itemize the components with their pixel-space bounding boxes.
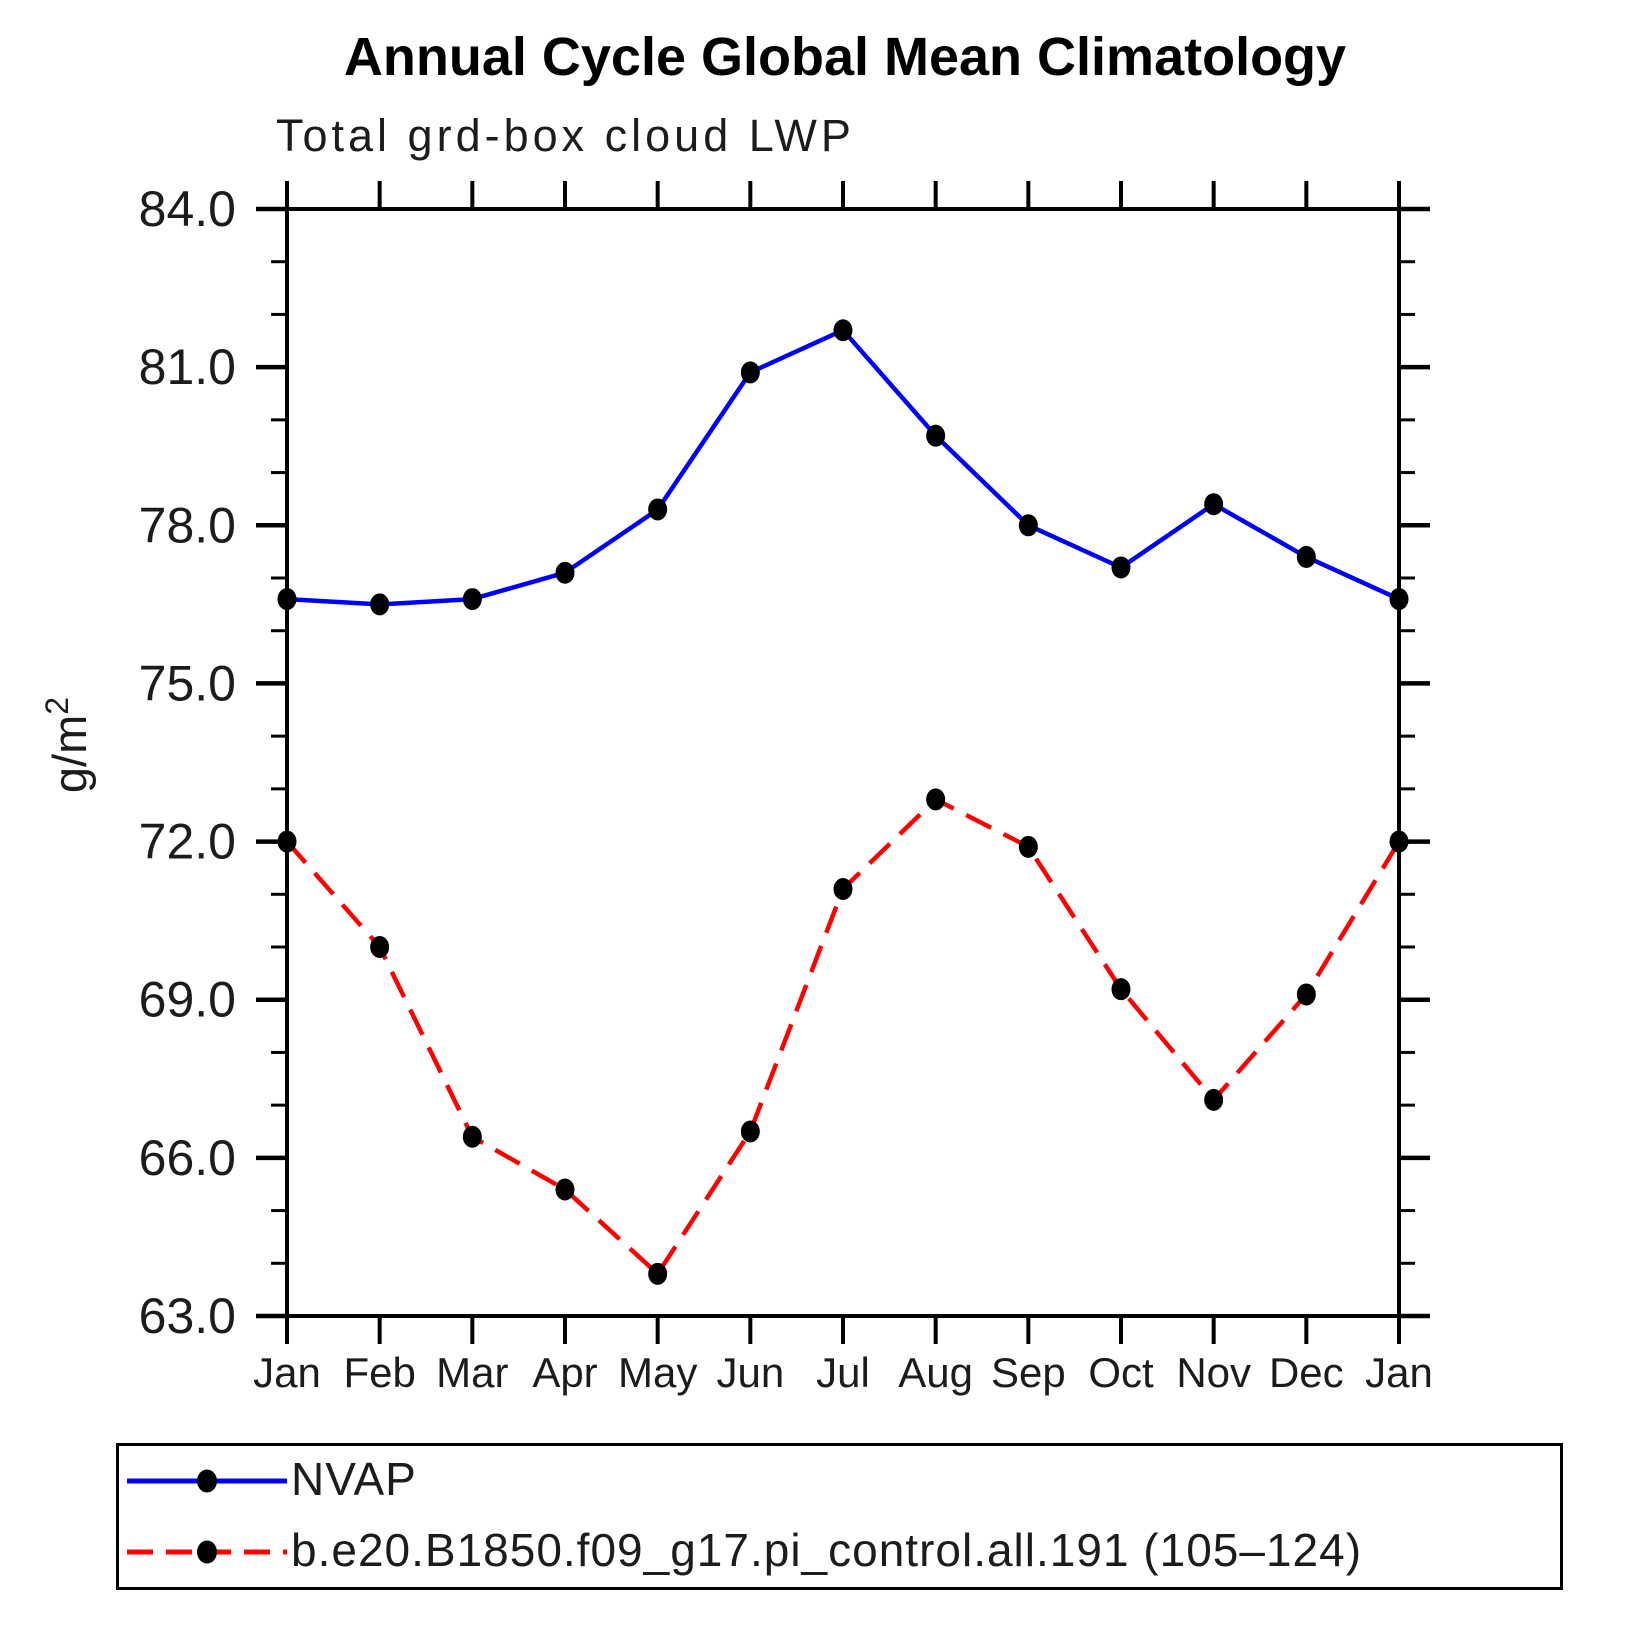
x-tick-label: May [618, 1349, 697, 1396]
y-tick-label: 84.0 [139, 181, 236, 237]
legend: NVAP b.e20.B1850.f09_g17.pi_control.all.1… [116, 1443, 1563, 1590]
chart-title: Annual Cycle Global Mean Climatology [343, 27, 1347, 87]
y-tick-label: 78.0 [139, 497, 236, 553]
model-data-point [926, 788, 946, 811]
nvap-data-point [277, 588, 297, 611]
nvap-data-point [370, 593, 390, 616]
nvap-data-point [555, 561, 575, 584]
y-tick-label: 66.0 [139, 1130, 236, 1186]
model-data-point [1204, 1088, 1224, 1111]
nvap-data-point [1389, 588, 1409, 611]
x-tick-label: Jan [253, 1349, 321, 1396]
model-data-point [555, 1178, 575, 1201]
y-axis-title: g/m2 [39, 697, 96, 793]
nvap-data-point [833, 319, 853, 342]
legend-line-swatch-nvap [127, 1469, 287, 1493]
nvap-line [286, 327, 1400, 607]
legend-item-label: NVAP [291, 1453, 417, 1506]
nvap-data-point [1204, 493, 1224, 516]
y-tick-label: 63.0 [139, 1288, 236, 1344]
legend-item: NVAP [119, 1448, 1560, 1514]
legend-marker-dot [197, 1469, 217, 1493]
model-data-point [370, 936, 390, 958]
model-data-point [740, 1120, 760, 1143]
model-data-point [1296, 983, 1316, 1006]
legend-marker-dot [197, 1540, 217, 1564]
legend-line-swatch-model [127, 1540, 287, 1564]
x-tick-label: Jun [716, 1349, 784, 1396]
model-line [285, 797, 1401, 1277]
nvap-data-point [1111, 556, 1131, 579]
y-tick-label: 75.0 [139, 655, 236, 711]
y-tick-label: 81.0 [139, 339, 236, 395]
model-data-point [833, 878, 853, 901]
x-tick-label: Dec [1269, 1349, 1344, 1396]
legend-item-label: b.e20.B1850.f09_g17.pi_control.all.191 (… [291, 1523, 1363, 1576]
x-tick-label: Mar [436, 1349, 508, 1396]
x-tick-label: Sep [991, 1349, 1066, 1396]
chart-subtitle: Total grd-box cloud LWP [276, 110, 855, 161]
model-data-point [277, 830, 297, 853]
y-tick-label: 69.0 [139, 972, 236, 1028]
y-tick-label: 72.0 [139, 814, 236, 870]
model-data-point [1018, 835, 1038, 858]
x-tick-label: Jul [816, 1349, 870, 1396]
x-tick-label: Feb [343, 1349, 415, 1396]
model-data-point [1389, 830, 1409, 853]
plot-frame [285, 207, 1401, 1318]
model-data-point [648, 1262, 668, 1285]
nvap-data-point [648, 498, 668, 521]
legend-item: b.e20.B1850.f09_g17.pi_control.all.191 (… [119, 1519, 1560, 1585]
x-tick-label: Jan [1365, 1349, 1433, 1396]
nvap-data-point [1296, 545, 1316, 568]
nvap-data-point [462, 588, 482, 611]
plot-area: 84.0 81.0 78.0 75.0 72.0 69.0 66.0 63.0 Jan Feb Ma… [39, 181, 1433, 1396]
nvap-data-point [1018, 514, 1038, 537]
model-data-point [1111, 978, 1131, 1001]
x-tick-label: Aug [898, 1349, 973, 1396]
model-data-point [462, 1125, 482, 1148]
x-tick-label: Apr [532, 1349, 597, 1396]
nvap-data-point [926, 424, 946, 447]
nvap-data-point [740, 361, 760, 384]
x-tick-label: Oct [1088, 1349, 1154, 1396]
x-tick-label: Nov [1176, 1349, 1251, 1396]
